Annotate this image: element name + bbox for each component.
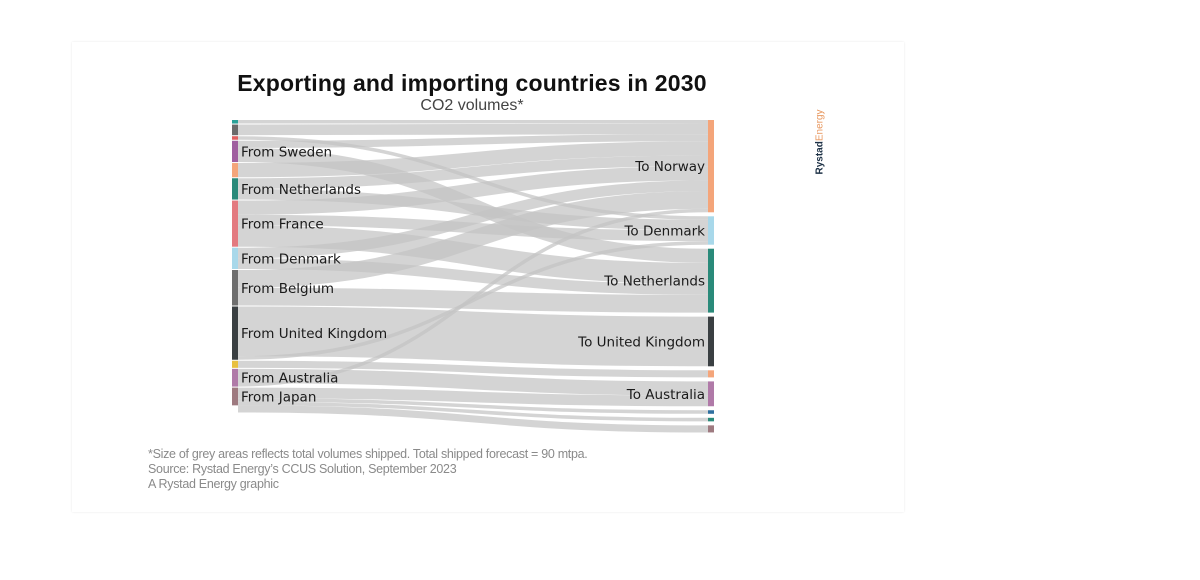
- node-s-belgium: [232, 270, 238, 306]
- flow-sweden-to-norway: [237, 134, 709, 148]
- node-s-australia: [232, 368, 238, 387]
- brand-part2: Energy: [814, 109, 826, 142]
- node-s-denmark: [232, 247, 238, 269]
- flow-denmark-to-netherlands: [237, 258, 709, 295]
- node-t-norway: [708, 120, 714, 213]
- footnote-size-note: *Size of grey areas reflects total volum…: [148, 447, 588, 461]
- label-t-denmark: To Denmark: [623, 224, 705, 240]
- chart-card: Exporting and importing countries in 203…: [72, 42, 904, 512]
- brand-part1: Rystad: [814, 141, 826, 175]
- node-t-blue: [708, 410, 714, 414]
- label-s-netherlands: From Netherlands: [241, 182, 361, 198]
- node-s-peach: [232, 163, 238, 178]
- flow-grey-to-norway: [237, 123, 709, 136]
- node-t-denmark: [708, 216, 714, 245]
- node-s-yellow: [232, 360, 238, 368]
- flow-france-to-norway: [237, 166, 709, 215]
- flow-japan-to-blue: [237, 398, 709, 414]
- chart-title: Exporting and importing countries in 203…: [237, 70, 707, 96]
- flow-yellow-to-peach2: [237, 360, 709, 378]
- flow-peach-to-norway: [237, 141, 709, 178]
- label-s-australia: From Australia: [241, 371, 338, 387]
- label-s-france: From France: [241, 217, 324, 233]
- node-s-netherlands: [232, 178, 238, 200]
- node-t-mauve: [708, 425, 714, 433]
- sankey-labels: From Sweden From Netherlands From France Fr…: [241, 144, 705, 405]
- sankey-links: [237, 119, 709, 433]
- node-s-france: [232, 200, 238, 247]
- label-t-norway: To Norway: [634, 159, 705, 175]
- node-s-uk: [232, 306, 238, 360]
- rystad-logo: RystadEnergy: [815, 109, 826, 174]
- flow-belgium-to-norway: [237, 191, 709, 288]
- label-s-sweden: From Sweden: [241, 144, 332, 160]
- flow-netherlands-to-norway: [237, 155, 709, 189]
- node-t-uk: [708, 316, 714, 367]
- node-s-grey: [232, 124, 238, 136]
- label-t-australia: To Australia: [626, 387, 705, 403]
- label-s-japan: From Japan: [241, 389, 316, 405]
- flow-denmark-to-norway: [237, 180, 709, 259]
- node-s-red: [232, 136, 238, 140]
- chart-subtitle: CO2 volumes*: [420, 97, 524, 114]
- node-t-peach2: [708, 370, 714, 378]
- flow-uk-to-denmark: [237, 241, 709, 360]
- flow-netherlands-to-denmark: [237, 188, 709, 231]
- node-s-teal: [232, 120, 238, 124]
- flow-japan-to-australia: [237, 387, 709, 407]
- sankey-nodes: [232, 120, 714, 433]
- node-t-netherlands: [708, 248, 714, 313]
- flow-france-to-denmark: [237, 214, 709, 242]
- node-t-teal2: [708, 417, 714, 422]
- flow-japan-to-mauve: [237, 405, 709, 433]
- label-t-netherlands: To Netherlands: [603, 274, 705, 290]
- footnote-source: Source: Rystad Energy’s CCUS Solution, S…: [148, 462, 457, 476]
- sankey-diagram: From Sweden From Netherlands From France Fr…: [232, 119, 714, 433]
- flow-japan-to-teal2: [237, 401, 709, 422]
- flow-france-to-netherlands: [237, 225, 709, 285]
- flow-australia-to-norway: [237, 208, 709, 387]
- node-s-sweden: [232, 140, 238, 163]
- flow-uk-to-uk: [237, 306, 709, 367]
- label-s-denmark: From Denmark: [241, 251, 341, 267]
- footnote-credit: A Rystad Energy graphic: [148, 477, 279, 491]
- node-s-japan: [232, 387, 238, 406]
- label-t-uk: To United Kingdom: [577, 334, 705, 350]
- label-s-uk: From United Kingdom: [241, 326, 387, 342]
- node-t-australia: [708, 381, 714, 407]
- label-s-belgium: From Belgium: [241, 281, 334, 297]
